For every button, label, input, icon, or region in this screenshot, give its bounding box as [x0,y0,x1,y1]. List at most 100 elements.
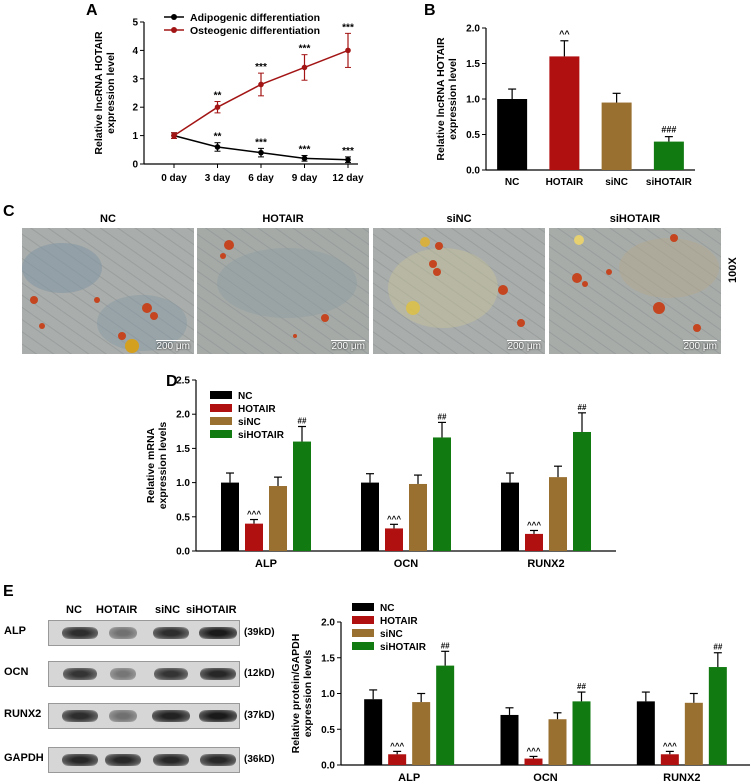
chart-d-annotation: ## [578,403,587,412]
chart-d-legend-label: HOTAIR [238,404,276,415]
chart-e-annotation: ## [577,682,586,691]
chart-d-annotation: ^^^ [527,520,541,529]
chart-e-bar [388,754,407,765]
chart-d-legend-swatch [210,417,232,425]
panel-letter-b: B [424,2,436,19]
chart-b-annotation: ^^ [559,29,570,39]
chart-d-ytick-label: 1.0 [176,478,190,489]
chart-e-ytick-label: 2.0 [321,618,335,629]
chart-b-ylabel-line2: expression level [447,58,459,140]
chart-a-annotation: *** [342,146,354,157]
chart-b-ylabel-line1: Relative lncRNA HOTAIR [435,37,447,161]
chart-e-legend-label: siHOTAIR [380,642,427,653]
blot-strip-gapdh [48,747,240,773]
chart-e-annotation: ## [713,643,722,652]
blot-band [199,754,237,766]
panel-letter-c: C [3,203,15,220]
chart-a-annotation: *** [299,44,311,55]
chart-a-legend-label: Osteogenic differentiation [190,25,320,37]
chart-d-bar [433,437,451,551]
chart-d-ytick-label: 2.0 [176,410,190,421]
panel-letter-a: A [86,2,98,19]
chart-a-xtick-label: 12 day [332,173,364,184]
chart-a-point [345,156,351,163]
chart-a-annotation: *** [342,22,354,33]
blot-band [152,710,190,722]
chart-a-annotation: *** [299,144,311,155]
chart-d-bar [501,482,519,551]
chart-a-annotation: *** [255,137,267,148]
chart-a-xtick-label: 3 day [205,173,231,184]
chart-a-point [214,104,221,110]
chart-e-bar [708,667,727,765]
blot-col-sinc: siNC [155,604,181,616]
chart-d-bar [361,482,379,551]
chart-d-bar [409,483,427,551]
chart-a-xtick-label: 6 day [248,173,274,184]
blot-band [109,710,137,722]
chart-b-xtick-label: HOTAIR [546,177,584,188]
chart-a-point [258,149,264,156]
micrograph-title-nc: NC [100,213,116,225]
chart-d-annotation: ^^^ [387,514,401,523]
micrograph-title-hotair: HOTAIR [262,213,304,225]
chart-d-annotation: ## [298,417,307,426]
chart-e-legend-label: siNC [380,629,403,640]
chart-a-point [214,144,221,150]
blot-band [104,754,142,766]
chart-d-annotation: ^^^ [247,510,261,519]
chart-b-bar [601,102,632,170]
chart-a-annotation: *** [255,62,267,73]
chart-a-ylabel-line1: Relative lncRNA HOTAIR [93,31,105,155]
chart-b-ytick-label: 0.5 [466,130,480,141]
chart-d-ylabel-line1: Relative mRNA [145,427,157,503]
blot-kd-alp: (39kD) [244,627,275,638]
chart-a-legend-marker [171,27,177,33]
blot-kd-gapdh: (36kD) [244,754,275,765]
magnification-label: 100X [727,257,739,283]
chart-a-ylabel-line2: expression level [105,52,117,134]
chart-e-legend-swatch [352,642,374,650]
scale-bar-sihotair: 200 μm [683,340,717,352]
chart-d-bar [269,486,287,551]
chart-d-bar [525,533,543,551]
chart-d-ytick-label: 2.5 [176,376,190,387]
scale-bar-nc: 200 μm [156,340,190,352]
chart-e-bar [684,702,703,765]
blot-band [62,668,98,680]
chart-e-bar [636,701,655,765]
blot-strip-ocn [48,661,240,687]
chart-a-annotation: ** [214,132,222,143]
blot-label-gapdh: GAPDH [4,752,44,764]
micrograph-hotair-image [197,228,369,354]
chart-b-xtick-label: siHOTAIR [646,177,693,188]
blot-band [153,627,189,639]
chart-e-ylabel-line1: Relative protein/GAPDH [290,634,302,754]
chart-a-ytick-label: 0 [132,160,138,171]
chart-a-point [301,155,308,162]
chart-e-xtick-label: OCN [533,772,558,784]
blot-band [152,754,190,766]
chart-d-xtick-label: OCN [394,558,419,570]
chart-d-legend-label: siHOTAIR [238,430,285,441]
blot-col-sihotair: siHOTAIR [186,604,237,616]
chart-e-bar [548,719,567,765]
chart-a-ytick-label: 2 [132,103,138,114]
panel-letter-d: D [166,373,178,390]
micrograph-nc: 200 μm [22,228,194,354]
blot-band [62,710,98,722]
chart-d-bar [245,523,263,551]
chart-d-ytick-label: 0.5 [176,512,190,523]
chart-d-ytick-label: 1.5 [176,444,190,455]
blot-strip-runx2 [48,703,240,729]
blot-band [199,710,237,722]
chart-d-legend-label: siNC [238,417,261,428]
blot-band [109,627,137,639]
chart-e-legend-swatch [352,629,374,637]
chart-e-bar [500,714,519,765]
chart-e-legend-swatch [352,603,374,611]
micrograph-sinc: 200 μm [373,228,545,354]
chart-e-annotation: ## [441,641,450,650]
chart-e-annotation: ^^^ [390,741,404,750]
